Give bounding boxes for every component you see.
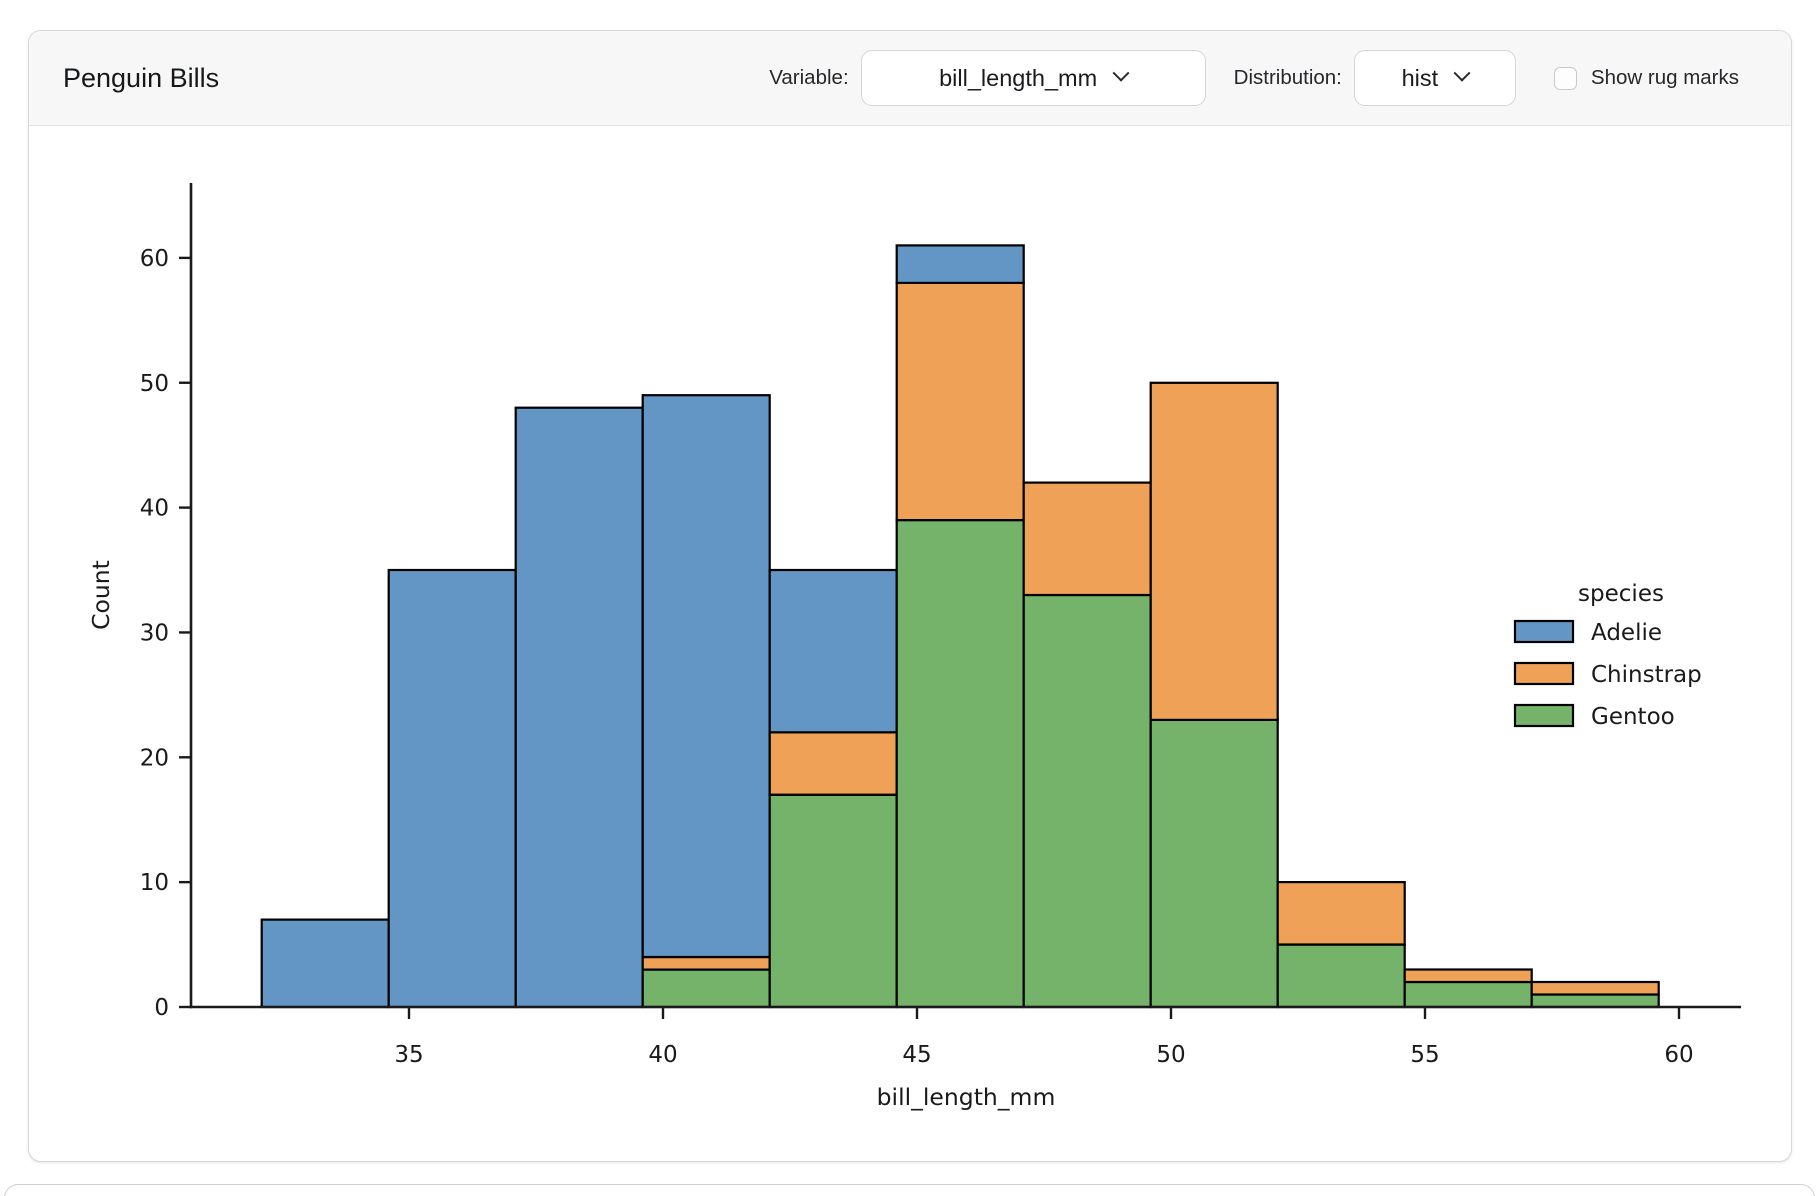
bar-segment-chinstrap-bin3 [641,955,771,971]
legend-swatch-adelie [1513,619,1575,644]
x-tick-label: 45 [902,1042,931,1068]
bar-segment-chinstrap-bin7 [1149,381,1279,721]
bar-segment-gentoo-bin10 [1530,993,1660,1009]
next-card-top-edge [4,1184,1815,1196]
y-tick-label: 50 [140,371,169,397]
y-tick-label: 30 [140,620,169,646]
chart-area: 0 10 20 30 40 50 60 35 40 45 50 55 60 bill_length_mm C… [29,126,1791,1161]
show-rug-checkbox[interactable] [1553,66,1577,90]
card-title: Penguin Bills [63,62,220,93]
bar-segment-chinstrap-bin6 [1022,481,1152,597]
bar-segment-adelie-bin4 [768,568,898,734]
x-tick-label: 55 [1410,1042,1439,1068]
x-axis-label: bill_length_mm [877,1083,1056,1111]
bar-segment-chinstrap-bin9 [1403,968,1533,984]
bar-segment-adelie-bin2 [514,406,644,1009]
bar-segment-gentoo-bin5 [895,519,1025,1009]
distribution-label: Distribution: [1233,66,1342,89]
card-header: Penguin Bills Variable: bill_length_mm D… [29,31,1791,126]
y-tick-label: 0 [154,995,169,1021]
y-axis-label: Count [87,560,115,630]
show-rug-label: Show rug marks [1590,66,1739,89]
bar-segment-chinstrap-bin8 [1276,880,1406,946]
legend-label-adelie: Adelie [1591,620,1662,646]
bar-segment-adelie-bin0 [260,918,390,1009]
bar-segment-gentoo-bin6 [1022,593,1152,1009]
bar-segment-gentoo-bin4 [768,793,898,1009]
x-tick-label: 50 [1156,1042,1185,1068]
x-tick-label: 40 [648,1042,677,1068]
bar-segment-chinstrap-bin10 [1530,980,1660,996]
variable-select-value: bill_length_mm [939,64,1098,91]
bar-segment-gentoo-bin7 [1149,718,1279,1009]
legend-label-gentoo: Gentoo [1591,704,1675,730]
variable-label: Variable: [769,66,849,89]
bar-segment-adelie-bin5 [895,244,1025,284]
x-tick-label: 35 [394,1042,423,1068]
legend-label-chinstrap: Chinstrap [1591,662,1702,688]
legend-swatch-chinstrap [1513,661,1575,686]
legend-title: species [1578,581,1664,607]
penguin-bills-card: Penguin Bills Variable: bill_length_mm D… [28,30,1792,1162]
legend-swatch-gentoo [1513,703,1575,728]
distribution-select[interactable]: hist [1353,50,1516,106]
bar-segment-chinstrap-bin5 [895,281,1025,522]
variable-select[interactable]: bill_length_mm [860,50,1206,106]
bar-segment-adelie-bin1 [387,568,517,1009]
bar-segment-gentoo-bin3 [641,968,771,1009]
y-tick-label: 20 [140,745,169,771]
y-tick-label: 60 [140,246,169,272]
bar-segment-gentoo-bin8 [1276,943,1406,1009]
y-tick-label: 40 [140,496,169,522]
histogram-chart: 0 10 20 30 40 50 60 35 40 45 50 55 60 bill_length_mm C… [87,183,1741,1111]
x-tick-label: 60 [1664,1042,1693,1068]
distribution-select-value: hist [1401,64,1439,91]
y-tick-label: 10 [140,870,169,896]
bar-segment-chinstrap-bin4 [768,731,898,796]
bar-segment-gentoo-bin9 [1403,980,1533,1009]
bar-segment-adelie-bin3 [641,394,771,959]
